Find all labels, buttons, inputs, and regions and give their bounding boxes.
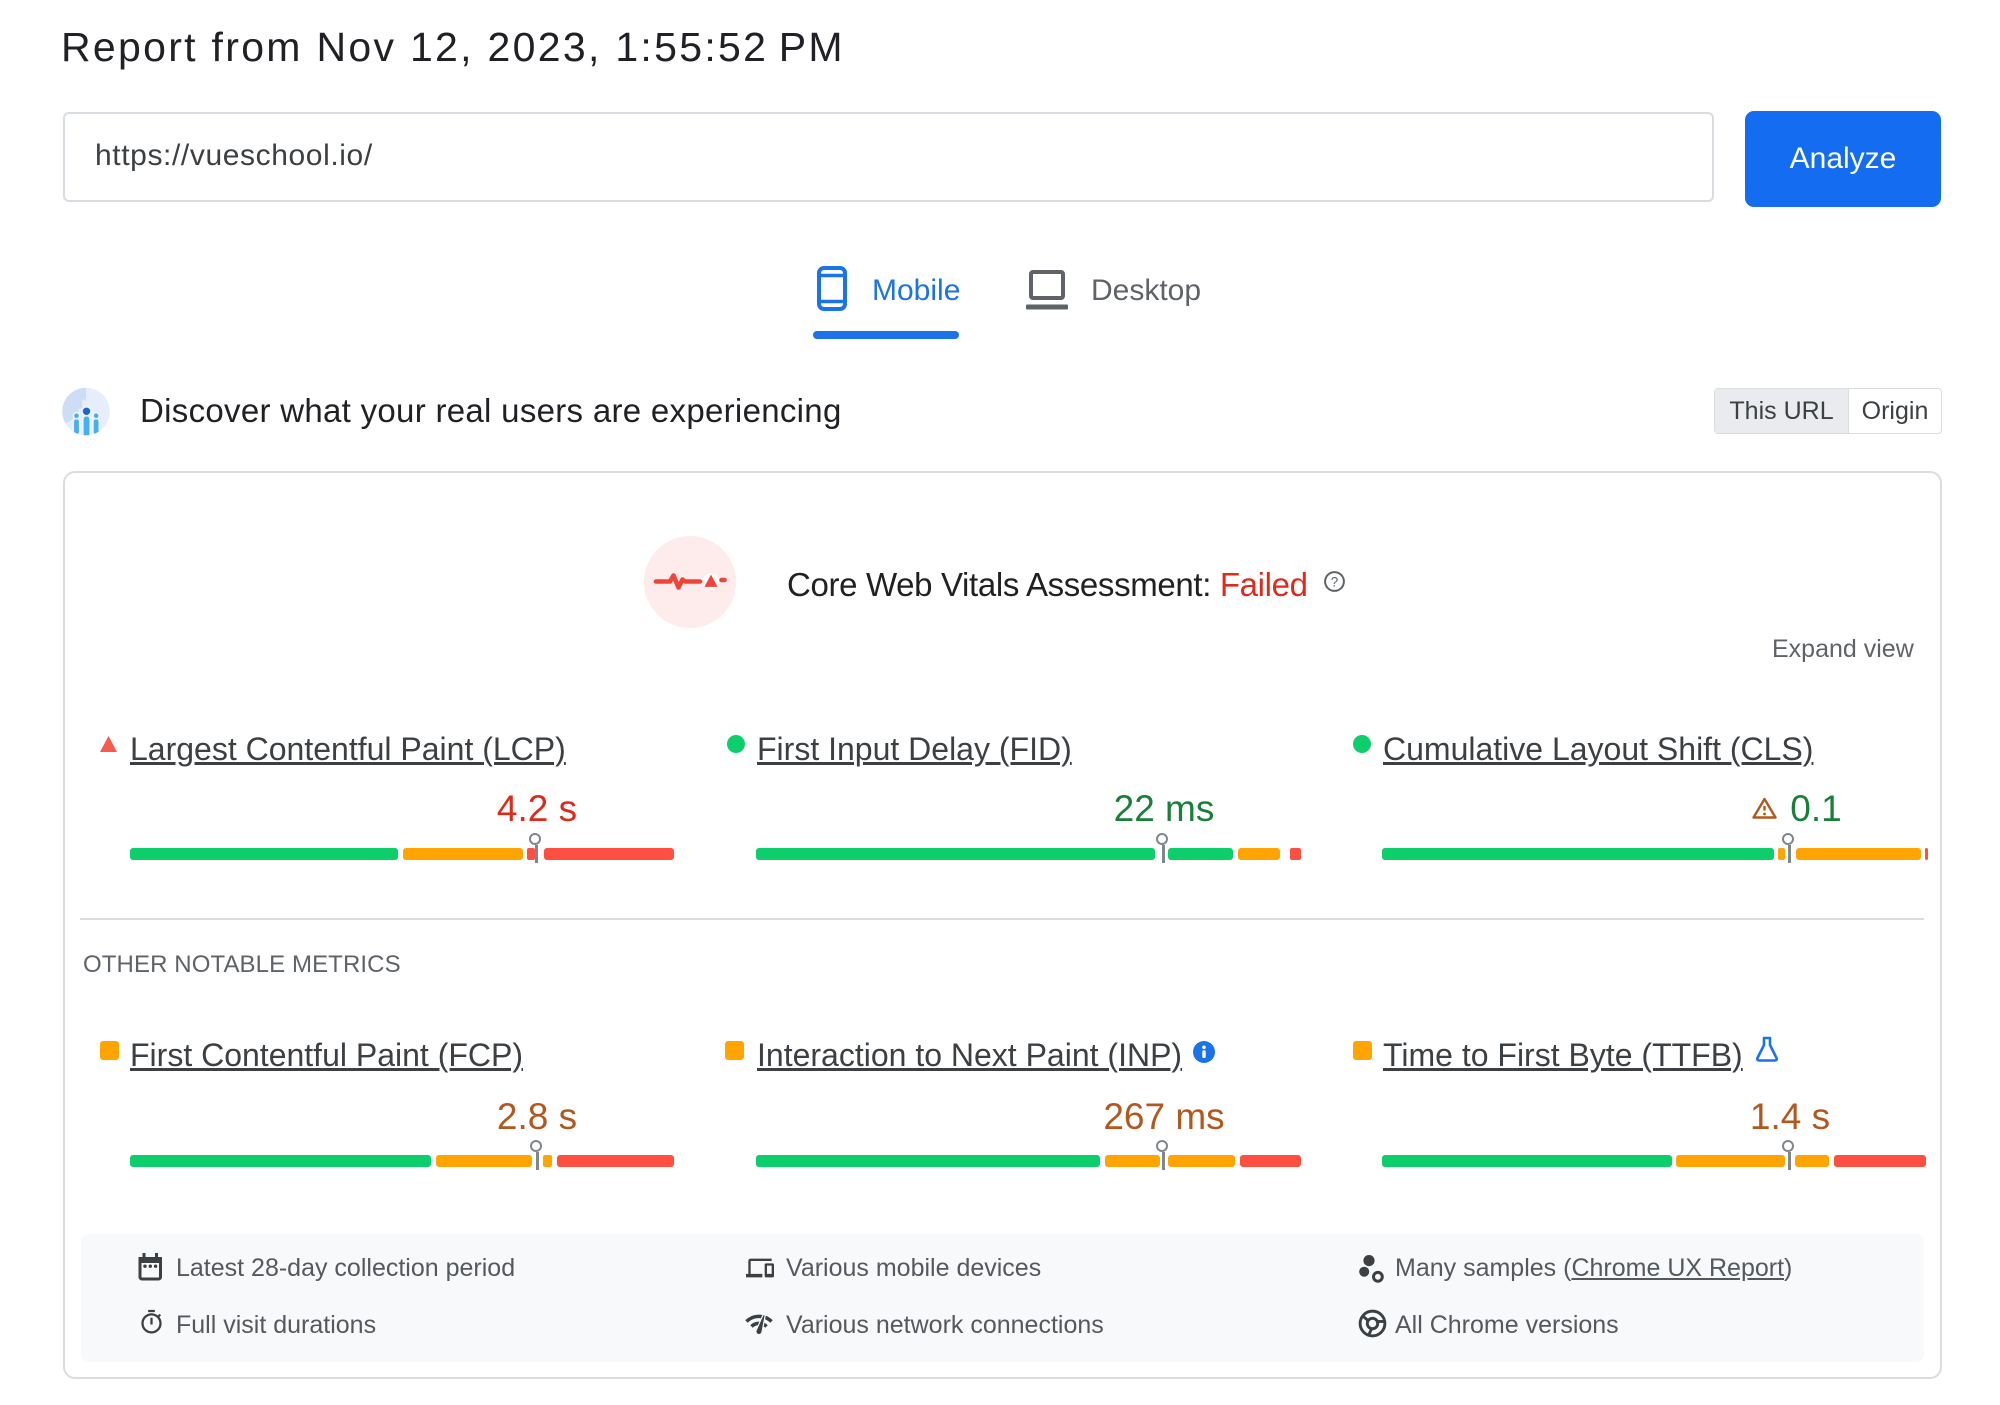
svg-text:?: ? — [1331, 575, 1339, 590]
